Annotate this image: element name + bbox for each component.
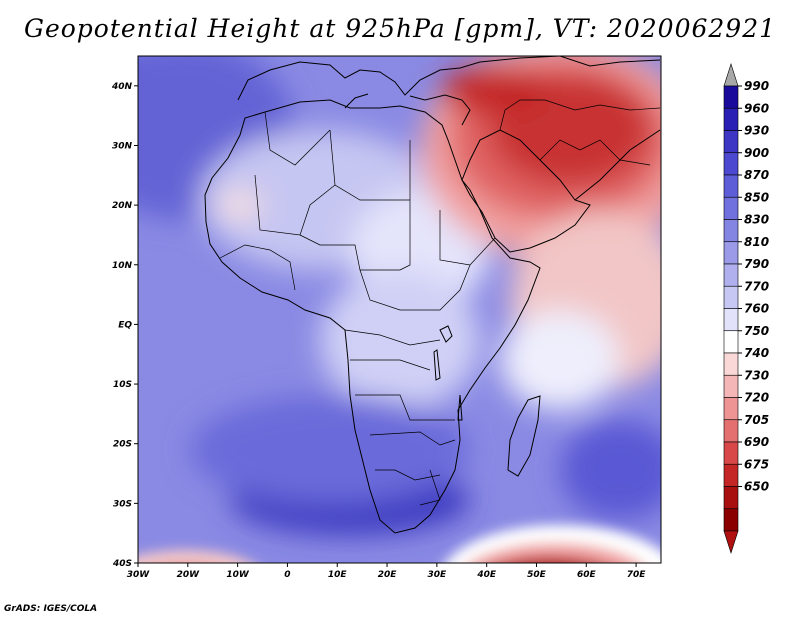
colorbar-level-label: 705 — [744, 413, 769, 427]
lon-tick-label: 30W — [127, 570, 151, 580]
colorbar-swatch — [723, 463, 739, 487]
colorbar-level-label: 900 — [744, 146, 769, 160]
colorbar-level-label: 750 — [744, 324, 769, 338]
colorbar-level-label: 990 — [744, 79, 769, 93]
colorbar-swatch — [723, 285, 739, 309]
colorbar-over-triangle — [723, 63, 739, 87]
lon-tick-label: 20W — [177, 570, 201, 580]
lon-tick-label: 50E — [527, 570, 547, 580]
lat-tick-label: 30N — [112, 141, 133, 151]
colorbar-swatch — [723, 107, 739, 131]
colorbar-swatch — [723, 419, 739, 443]
colorbar-level-label: 760 — [744, 302, 769, 316]
chart-title: Geopotential Height at 925hPa [gpm], VT:… — [23, 14, 777, 43]
lon-tick-label: 10W — [226, 570, 250, 580]
lon-tick-label: 20E — [378, 570, 398, 580]
colorbar-swatch — [723, 352, 739, 376]
lat-tick-label: EQ — [118, 320, 132, 330]
colorbar-level-label: 730 — [744, 368, 769, 382]
colorbar-swatch — [723, 219, 739, 243]
lat-tick-label: 20S — [113, 440, 132, 450]
colorbar-level-label: 790 — [744, 257, 769, 271]
coastlines — [204, 56, 661, 534]
map-frame — [137, 55, 662, 564]
lat-tick-label: 20N — [112, 201, 133, 211]
colorbar-swatch — [723, 196, 739, 220]
lat-tick-label: 10N — [112, 261, 133, 271]
colorbar-level-label: 720 — [744, 391, 769, 405]
colorbar-swatch — [723, 508, 739, 532]
lon-tick-label: 10E — [328, 570, 348, 580]
colorbar-level-label: 930 — [744, 124, 769, 138]
colorbar-level-label: 690 — [744, 435, 769, 449]
colorbar-swatch — [723, 152, 739, 176]
colorbar-level-label: 870 — [744, 168, 769, 182]
colorbar-level-label: 850 — [744, 190, 769, 204]
lat-tick-label: 40S — [112, 559, 132, 569]
colorbar-swatch — [723, 330, 739, 354]
country-borders — [219, 99, 661, 506]
lat-tick-label: 40N — [111, 82, 133, 92]
colorbar-swatch — [723, 397, 739, 421]
lat-tick-label: 30S — [113, 499, 132, 509]
colorbar-level-label: 810 — [744, 235, 769, 249]
longitude-axis: 30W 20W 10W 0 10E 20E 30E 40E 50E 60E 70E — [127, 563, 647, 580]
colorbar-level-label: 650 — [744, 480, 769, 494]
lon-tick-label: 40E — [476, 570, 497, 580]
lon-tick-label: 0 — [284, 570, 290, 580]
colorbar-level-label: 675 — [744, 457, 769, 471]
colorbar-swatch — [723, 486, 739, 510]
colorbar-swatch — [723, 263, 739, 287]
colorbar-swatch — [723, 174, 739, 198]
colorbar-under-triangle — [723, 530, 739, 554]
colorbar-swatch — [723, 374, 739, 398]
colorbar: 990 960 930 900 870 850 830 810 790 770 760 750 740 7… — [723, 63, 769, 554]
lon-tick-label: 30E — [428, 570, 448, 580]
colorbar-level-label: 830 — [744, 213, 769, 227]
colorbar-swatch — [723, 130, 739, 154]
colorbar-level-label: 740 — [744, 346, 769, 360]
colorbar-swatch — [723, 308, 739, 332]
lon-tick-label: 70E — [627, 570, 647, 580]
lat-tick-label: 10S — [113, 380, 132, 390]
latitude-axis: 40N 30N 20N 10N EQ 10S 20S 30S 40S — [111, 82, 138, 569]
colorbar-level-label: 770 — [744, 279, 769, 293]
colorbar-swatch — [723, 441, 739, 465]
lon-tick-label: 60E — [577, 570, 597, 580]
colorbar-level-label: 960 — [744, 101, 769, 115]
colorbar-swatch — [723, 85, 739, 109]
grads-credit: GrADS: IGES/COLA — [4, 604, 98, 614]
colorbar-swatch — [723, 241, 739, 265]
geopotential-field — [138, 56, 661, 563]
